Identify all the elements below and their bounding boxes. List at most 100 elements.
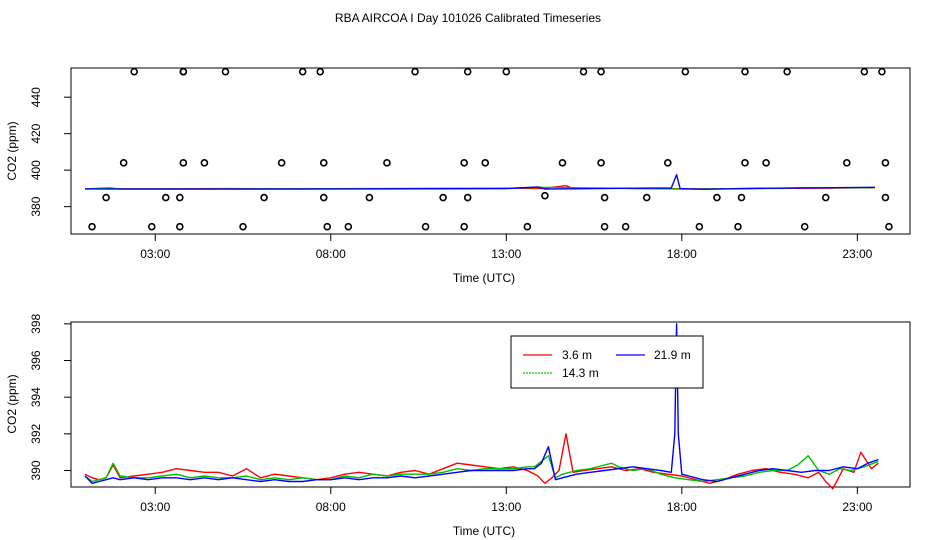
marker-point [741, 67, 749, 76]
marker-point [439, 193, 447, 202]
marker-point [821, 193, 830, 202]
x-tick-label: 23:00 [842, 247, 872, 261]
y-axis-label: CO2 (ppm) [5, 374, 19, 433]
panel-bottom: Time (UTC) CO2 (ppm) 03:00 08:00 13:00 18:0… [5, 314, 911, 538]
x-tick-label: 23:00 [842, 500, 872, 514]
marker-point [260, 193, 268, 202]
marker-point [597, 67, 605, 76]
marker-point [600, 222, 609, 231]
marker-point [179, 159, 188, 167]
marker-point [130, 67, 138, 76]
series-lines [84, 323, 879, 490]
legend-label-14-3m: 14.3 m [562, 366, 599, 380]
marker-point [102, 193, 110, 202]
legend-label-3-6m: 3.6 m [562, 348, 592, 362]
x-axis-label: Time (UTC) [453, 524, 515, 538]
marker-point [460, 159, 468, 167]
x-tick-label: 03:00 [140, 500, 170, 514]
series-line-2 [84, 173, 875, 191]
x-ticks: 03:00 08:00 13:00 18:00 23:00 [140, 234, 873, 261]
plot-frame [70, 321, 911, 488]
marker-point [147, 222, 156, 231]
marker-point [161, 193, 170, 202]
marker-point [323, 222, 332, 231]
marker-point [579, 67, 588, 76]
legend: 3.6 m 21.9 m 14.3 m [510, 335, 704, 389]
figure-title: RBA AIRCOA I Day 101026 Calibrated Times… [335, 11, 601, 25]
marker-point [621, 222, 630, 231]
marker-point [239, 222, 247, 231]
marker-point [881, 193, 890, 202]
marker-point [681, 67, 690, 76]
marker-point [762, 159, 770, 167]
y-ticks: 390 392 394 396 398 [29, 314, 71, 481]
marker-point [523, 222, 532, 231]
marker-point [298, 67, 307, 76]
x-tick-label: 18:00 [667, 500, 697, 514]
panel-top: Time (UTC) CO2 (ppm) 03:00 08:00 13:00 18:0… [5, 67, 911, 285]
marker-point [221, 67, 230, 76]
marker-point [541, 191, 549, 200]
marker-point [860, 67, 869, 76]
series-line-21-9-m [84, 323, 879, 484]
series-line-14-3-m [84, 455, 879, 483]
marker-point [713, 193, 721, 202]
marker-point [741, 159, 749, 167]
marker-point [800, 222, 809, 231]
marker-point [344, 222, 353, 231]
marker-point [88, 222, 96, 231]
marker-point [885, 222, 893, 231]
marker-point [695, 222, 704, 231]
y-tick-label: 400 [29, 160, 43, 180]
marker-point [319, 193, 328, 202]
marker-point [277, 159, 286, 167]
x-tick-label: 08:00 [316, 247, 346, 261]
x-tick-label: 18:00 [667, 247, 697, 261]
x-tick-label: 13:00 [491, 247, 521, 261]
marker-point [421, 222, 430, 231]
marker-point [463, 67, 472, 76]
y-tick-label: 440 [29, 87, 43, 107]
y-tick-label: 394 [29, 387, 43, 407]
y-tick-label: 380 [29, 196, 43, 216]
y-tick-label: 398 [29, 314, 43, 334]
marker-point [558, 159, 567, 167]
marker-point [502, 67, 511, 76]
marker-point [783, 67, 791, 76]
marker-point [463, 193, 472, 202]
x-tick-label: 08:00 [316, 500, 346, 514]
marker-point [663, 159, 672, 167]
x-ticks: 03:00 08:00 13:00 18:00 23:00 [140, 487, 873, 514]
marker-point [881, 159, 890, 167]
marker-point [319, 159, 328, 167]
y-tick-label: 396 [29, 350, 43, 370]
marker-point [119, 159, 128, 167]
marker-point [411, 67, 419, 76]
legend-box [510, 335, 704, 389]
marker-point [316, 67, 325, 76]
marker-point [383, 159, 391, 167]
marker-point [734, 222, 742, 231]
marker-point [365, 193, 374, 202]
marker-point [878, 67, 886, 76]
marker-point [597, 159, 605, 167]
x-tick-label: 13:00 [491, 500, 521, 514]
y-tick-label: 420 [29, 123, 43, 143]
y-tick-label: 392 [29, 424, 43, 444]
marker-point [200, 159, 209, 167]
series-lines [84, 173, 875, 191]
x-axis-label: Time (UTC) [453, 271, 515, 285]
marker-point [481, 159, 490, 167]
x-tick-label: 03:00 [140, 247, 170, 261]
marker-point [460, 222, 468, 231]
marker-point [176, 193, 184, 202]
legend-label-21-9m: 21.9 m [654, 348, 691, 362]
y-axis-label: CO2 (ppm) [5, 121, 19, 180]
marker-point [600, 193, 609, 202]
marker-point [642, 193, 651, 202]
marker-point [843, 159, 851, 167]
marker-point [179, 67, 188, 76]
plot-frame [70, 67, 911, 235]
marker-point [737, 193, 746, 202]
